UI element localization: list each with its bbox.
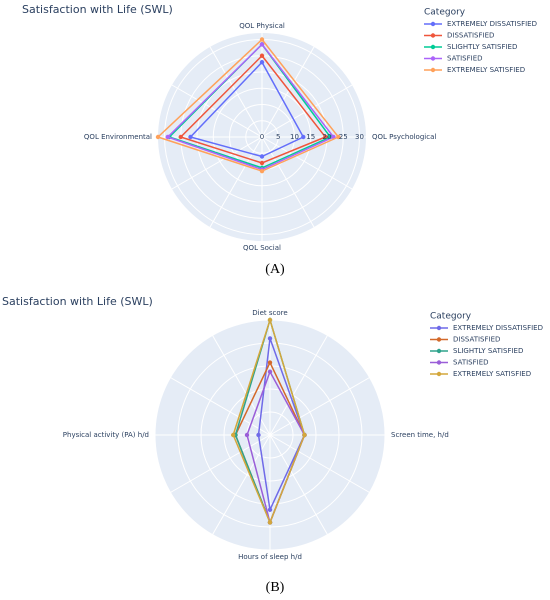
grid-spoke: [269, 377, 370, 436]
marker: [301, 134, 306, 140]
radial-tick-label: 10: [290, 133, 299, 141]
grid-spoke: [171, 136, 263, 190]
chart-title: Satisfaction with Life (SWL): [2, 295, 153, 308]
legend-marker: [436, 325, 442, 331]
legend-marker: [436, 337, 442, 342]
radial-tick-label: 25: [339, 133, 348, 141]
legend-marker: [430, 56, 436, 61]
legend-title: Category: [424, 8, 466, 18]
marker: [267, 360, 273, 365]
panel-label: (B): [266, 580, 285, 595]
marker: [259, 42, 265, 47]
grid-spoke: [170, 377, 271, 436]
marker: [256, 432, 261, 438]
legend-entry: EXTREMELY SATISFIED: [447, 66, 525, 74]
axis-label: Screen time, h/d: [391, 431, 449, 439]
chart-title: Satisfaction with Life (SWL): [22, 3, 173, 16]
radial-tick-label: 0: [260, 133, 264, 141]
legend-marker: [436, 348, 442, 354]
legend-entry: EXTREMELY DISSATISFIED: [453, 324, 543, 332]
radial-tick-label: 30: [355, 133, 364, 141]
grid-spoke: [261, 46, 315, 138]
grid-spoke: [261, 136, 353, 190]
axis-label: Diet score: [252, 309, 287, 317]
axis-label: QOL Social: [243, 244, 281, 252]
axis-label: QOL Psychological: [372, 133, 436, 141]
grid-spoke: [269, 434, 370, 493]
marker: [259, 53, 265, 58]
marker: [267, 317, 273, 323]
marker: [165, 134, 170, 140]
marker: [259, 60, 265, 65]
marker: [259, 168, 265, 174]
grid-spoke: [269, 335, 328, 436]
grid-spoke: [261, 84, 353, 138]
marker: [267, 369, 273, 374]
legend-entry: EXTREMELY SATISFIED: [453, 370, 531, 378]
marker: [267, 520, 273, 525]
legend-entry: SATISFIED: [453, 359, 489, 367]
legend-marker: [436, 371, 442, 377]
marker: [259, 37, 265, 42]
legend-marker: [430, 21, 436, 27]
axis-label: QOL Environmental: [84, 133, 152, 141]
axis-label: QOL Physical: [239, 22, 285, 30]
marker: [178, 134, 183, 140]
axis-label: Physical activity (PA) h/d: [63, 431, 149, 439]
marker: [259, 154, 265, 159]
legend-marker: [430, 44, 436, 50]
legend-title: Category: [430, 312, 472, 322]
marker: [302, 432, 307, 438]
radial-tick-label: 5: [276, 133, 280, 141]
marker: [155, 134, 161, 140]
panel-label: (A): [265, 262, 285, 277]
grid-spoke: [171, 84, 263, 138]
grid-spoke: [209, 136, 263, 228]
marker: [188, 134, 193, 140]
legend-marker: [430, 33, 436, 38]
grid-spoke: [269, 434, 328, 535]
marker: [231, 432, 236, 438]
radial-tick-label: 15: [306, 133, 315, 141]
marker: [336, 134, 341, 140]
legend-entry: SLIGHTLY SATISFIED: [447, 43, 517, 51]
legend-entry: DISSATISFIED: [447, 32, 494, 40]
legend-marker: [430, 67, 436, 73]
grid-spoke: [209, 46, 263, 138]
radial-tick-label: 20: [323, 133, 332, 141]
legend-entry: DISSATISFIED: [453, 336, 500, 344]
marker: [267, 336, 273, 341]
legend-entry: EXTREMELY DISSATISFIED: [447, 20, 537, 28]
marker: [244, 432, 250, 438]
legend-entry: SLIGHTLY SATISFIED: [453, 347, 523, 355]
legend-marker: [436, 360, 442, 365]
grid-spoke: [170, 434, 271, 493]
legend-entry: SATISFIED: [447, 55, 483, 63]
marker: [259, 160, 265, 166]
marker: [267, 507, 273, 512]
axis-label: Hours of sleep h/d: [238, 553, 302, 561]
